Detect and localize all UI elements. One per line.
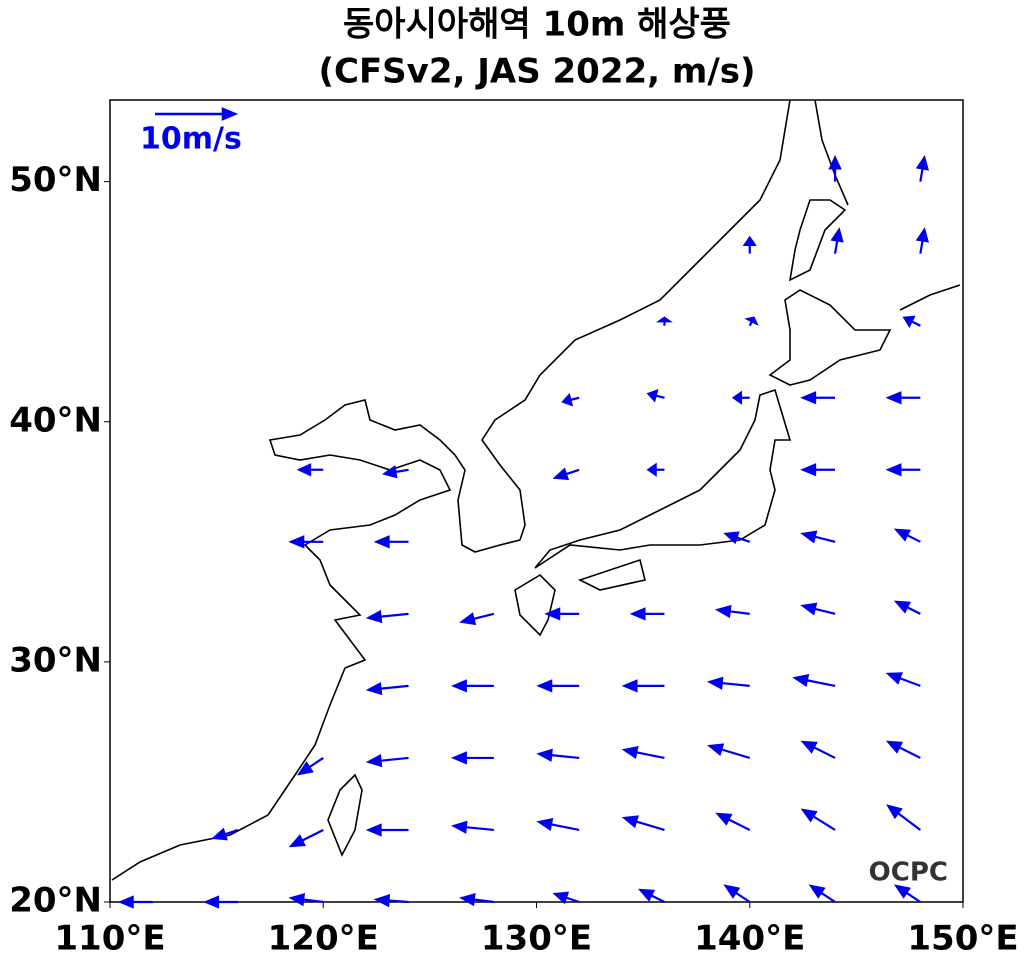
wind-arrow (621, 815, 665, 832)
wind-arrow (707, 743, 751, 759)
title: 동아시아해역 10m 해상풍 (343, 5, 731, 45)
x-tick-label: 150°E (907, 919, 1018, 959)
wind-arrow (365, 823, 409, 837)
wind-arrow (637, 888, 665, 903)
wind-arrow (288, 535, 324, 549)
wind-arrow (715, 812, 751, 831)
reference-label: 10m/s (140, 122, 242, 157)
x-tick-label: 130°E (481, 919, 592, 959)
wind-arrow (459, 893, 494, 907)
wind-arrow (808, 884, 836, 903)
wind-arrow (800, 391, 836, 405)
taiwan (327, 773, 363, 857)
wind-arrow (459, 612, 495, 626)
wind-arrow (552, 467, 580, 481)
hokkaido (768, 289, 892, 386)
wind-arrow (646, 462, 665, 477)
wind-arrow (800, 808, 836, 831)
wind-arrow (915, 227, 929, 254)
wind-arrow (365, 609, 409, 624)
wind-arrow (656, 316, 673, 326)
wind-arrow (552, 891, 580, 905)
wind-arrow (706, 676, 750, 690)
wind-arrow (830, 227, 844, 254)
wind-arrow (742, 235, 757, 254)
kurils (899, 284, 961, 311)
wind-arrow (714, 604, 750, 619)
sakhalin (788, 199, 847, 282)
wind-arrow (536, 818, 580, 832)
wind-arrow (288, 828, 324, 848)
wind-arrow (792, 673, 836, 687)
honshu (534, 388, 792, 569)
wind-arrow (886, 804, 922, 831)
wind-arrow (288, 893, 324, 907)
coastlines (111, 99, 961, 881)
wind-arrow (723, 884, 751, 903)
wind-arrow (373, 535, 409, 549)
wind-arrow (915, 155, 929, 182)
wind-arrow (381, 465, 409, 479)
wind-arrow (203, 895, 238, 909)
wind-arrow (621, 745, 665, 760)
kyushu (514, 573, 556, 637)
wind-arrow (893, 528, 921, 543)
y-tick-label: 20°N (9, 881, 102, 921)
wind-arrow (621, 679, 665, 693)
y-tick-label: 50°N (9, 160, 102, 200)
watermark: OCPC (869, 858, 948, 888)
wind-arrow (893, 600, 921, 615)
wind-arrow (893, 884, 921, 903)
wind-arrow (117, 895, 153, 909)
wind-arrow (296, 463, 324, 477)
wind-arrow (902, 315, 921, 329)
wind-arrow (723, 531, 751, 545)
y-tick-label: 30°N (9, 640, 102, 680)
wind-arrow (800, 530, 836, 544)
y-tick-label: 40°N (9, 400, 102, 440)
wind-arrow (296, 757, 324, 776)
mainland-coast (111, 99, 791, 881)
wind-arrow (365, 681, 409, 696)
okhotsk-coast (814, 99, 849, 206)
wind-arrow (536, 748, 580, 762)
wind-arrow (629, 607, 665, 621)
wind-arrow (450, 679, 494, 693)
x-tick-label: 110°E (54, 919, 165, 959)
x-tick-label: 140°E (694, 919, 805, 959)
wind-arrow (561, 392, 580, 407)
x-tick-label: 120°E (268, 919, 379, 959)
wind-arrow (744, 316, 759, 327)
wind-arrow (800, 740, 836, 759)
wind-arrow (646, 388, 665, 403)
wind-arrow (885, 463, 921, 477)
wind-arrow (211, 827, 239, 841)
wind-arrow (800, 463, 836, 477)
reference-arrow (155, 107, 239, 121)
wind-arrow (828, 155, 842, 182)
wind-arrow (731, 390, 750, 405)
wind-arrow (800, 602, 836, 616)
wind-arrow (373, 893, 409, 908)
subtitle: (CFSv2, JAS 2022, m/s) (318, 52, 755, 92)
wind-arrow (450, 751, 494, 765)
wind-arrow (365, 754, 409, 768)
wind-arrow (885, 391, 921, 405)
wind-arrow (885, 672, 921, 687)
shikoku (577, 558, 646, 591)
wind-arrow (544, 607, 580, 621)
wind-arrow (451, 820, 494, 834)
wind-arrow (885, 740, 921, 759)
wind-arrow (536, 679, 580, 693)
